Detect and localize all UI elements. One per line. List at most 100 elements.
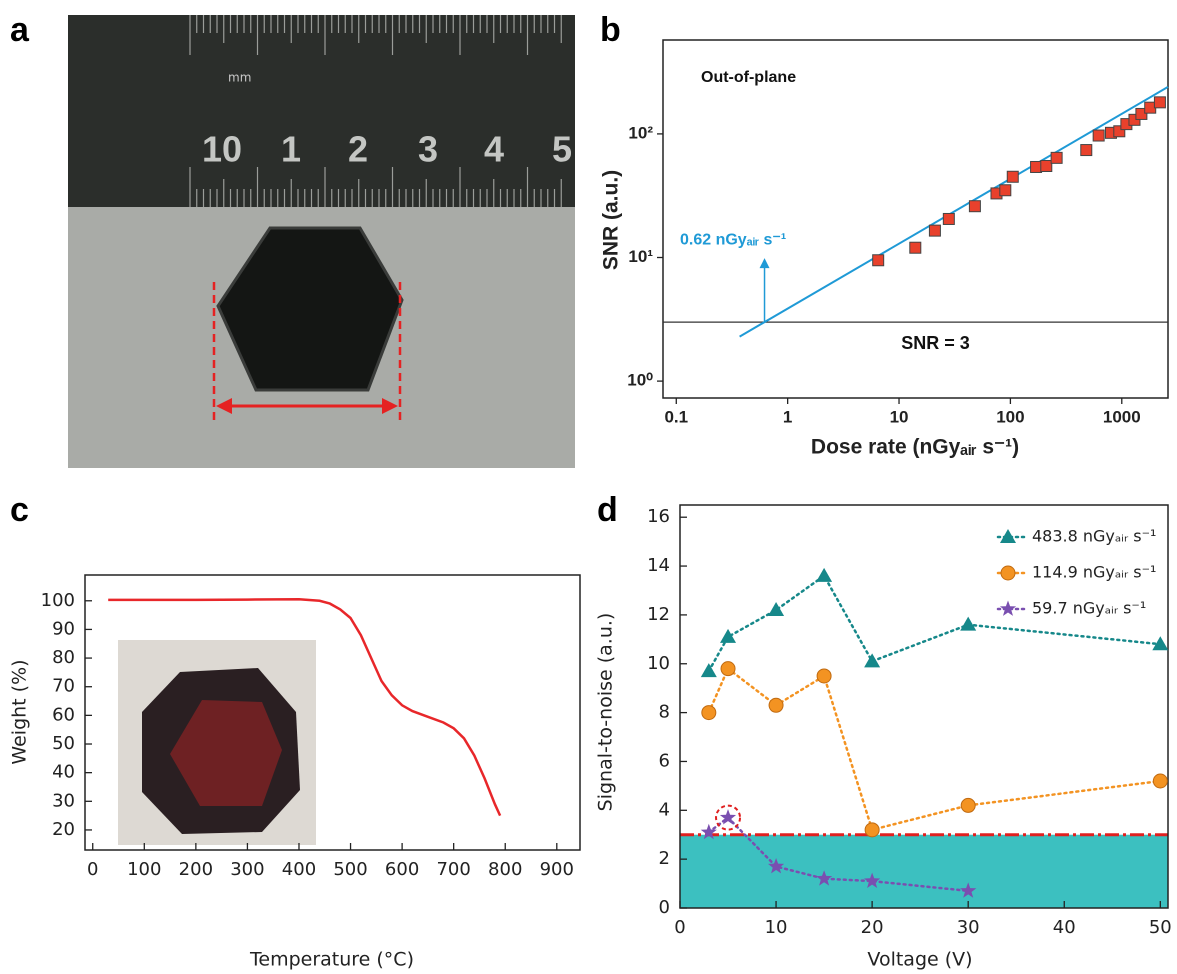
marker [720, 628, 737, 643]
data-point [1092, 129, 1105, 142]
panel-label: d [597, 491, 618, 529]
x-tick-label: 100 [996, 407, 1024, 426]
x-tick-label: 500 [333, 859, 367, 880]
data-point [928, 224, 941, 237]
data-point [872, 254, 885, 267]
marker [960, 882, 977, 898]
y-tick-label: 90 [52, 618, 75, 639]
ruler-number: 4 [484, 129, 504, 170]
y-tick-label: 0 [659, 897, 670, 918]
arrow-head [759, 258, 770, 269]
x-tick-label: 1000 [1103, 407, 1141, 426]
x-tick-label: 40 [1053, 917, 1076, 938]
photo: mm 10 1 2 3 4 5 [68, 15, 575, 468]
legend-label: 483.8 nGyₐᵢᵣ s⁻¹ [1032, 527, 1156, 546]
marker [816, 668, 832, 684]
marker [864, 822, 880, 838]
marker [816, 870, 833, 886]
y-tick-label: 70 [52, 676, 75, 697]
highlight-circle [715, 804, 742, 831]
ruler-number: 2 [348, 129, 368, 170]
x-axis-label: Voltage (V) [867, 949, 972, 971]
y-tick-label: 60 [52, 704, 75, 725]
crystal [216, 226, 404, 392]
x-tick-label: 400 [282, 859, 316, 880]
y-axis-label: Weight (%) [9, 659, 31, 764]
data-point [942, 212, 955, 225]
x-tick-label: 0 [87, 859, 98, 880]
fit-line [739, 86, 1169, 338]
ruler-unit: mm [228, 71, 251, 85]
y-tick-label: 40 [52, 762, 75, 783]
data-line [108, 598, 502, 817]
panel-label: a [10, 11, 30, 49]
x-tick-label: 200 [179, 859, 213, 880]
data-point [1080, 144, 1093, 157]
y-tick-label: 10² [628, 123, 653, 142]
marker [700, 663, 717, 678]
ruler-number: 3 [418, 129, 438, 170]
marker [816, 567, 833, 582]
y-axis-label: Signal-to-noise (a.u.) [595, 613, 617, 812]
x-tick-label: 600 [385, 859, 419, 880]
x-tick-label: 20 [861, 917, 884, 938]
y-tick-label: 10¹ [628, 247, 653, 266]
y-tick-label: 100 [41, 590, 75, 611]
y-tick-label: 12 [647, 604, 670, 625]
x-tick-label: 1 [783, 407, 792, 426]
y-tick-label: 50 [52, 733, 75, 754]
marker [720, 661, 736, 677]
x-tick-label: 10 [890, 407, 909, 426]
y-tick-label: 30 [52, 790, 75, 811]
y-tick-label: 10 [647, 653, 670, 674]
y-tick-label: 6 [659, 750, 670, 771]
data-point [1006, 170, 1019, 183]
data-point [1135, 107, 1148, 120]
x-tick-label: 900 [540, 859, 574, 880]
y-tick-label: 10⁰ [627, 371, 653, 390]
series-line [707, 666, 1162, 832]
x-axis-label: Dose rate (nGyₐᵢᵣ s⁻¹) [811, 436, 1019, 459]
marker [1152, 636, 1169, 651]
marker [719, 809, 737, 825]
data-point [1040, 159, 1053, 172]
ruler [68, 15, 575, 207]
legend-label: 114.9 nGyₐᵢᵣ s⁻¹ [1032, 563, 1156, 582]
y-tick-label: 14 [647, 555, 670, 576]
y-tick-label: 4 [659, 799, 670, 820]
marker [768, 602, 785, 617]
inset-photo [118, 640, 316, 845]
y-tick-label: 80 [52, 647, 75, 668]
threshold-area [680, 834, 1168, 908]
x-tick-label: 800 [488, 859, 522, 880]
marker [864, 872, 881, 888]
series-line [707, 573, 1162, 673]
plot-frame [679, 504, 1169, 909]
marker [768, 858, 785, 874]
annotation: Out-of-plane [701, 69, 796, 86]
y-tick-label: 2 [659, 848, 670, 869]
arrow-head [216, 398, 232, 414]
x-tick-label: 0.1 [664, 407, 688, 426]
marker [1152, 773, 1168, 789]
plot-frame [84, 574, 581, 851]
data-point [1030, 160, 1043, 173]
panel-label: c [10, 491, 29, 529]
x-tick-label: 100 [127, 859, 161, 880]
x-tick-label: 700 [436, 859, 470, 880]
arrow-head [382, 398, 398, 414]
legend-label: 59.7 nGyₐᵢᵣ s⁻¹ [1032, 599, 1146, 618]
data-point [1050, 151, 1063, 164]
marker [701, 705, 717, 721]
legend-marker [1000, 565, 1016, 581]
marker [768, 697, 784, 713]
legend-marker [1000, 529, 1016, 543]
x-tick-label: 10 [765, 917, 788, 938]
marker [700, 823, 717, 840]
data-point [909, 241, 922, 254]
y-axis-label: SNR (a.u.) [600, 170, 623, 270]
data-point [968, 200, 981, 213]
x-axis-label: Temperature (°C) [249, 949, 414, 971]
